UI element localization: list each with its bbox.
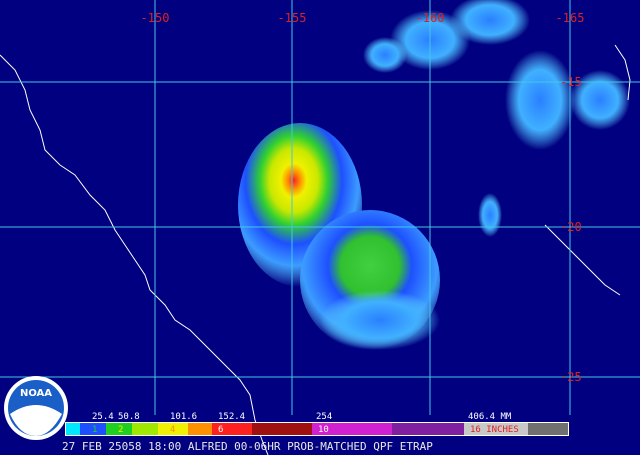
logo-text: NOAA	[20, 388, 52, 399]
inch-label: 1	[92, 425, 97, 435]
coastlines	[0, 44, 631, 455]
color-legend: 25.4 50.8 101.6 152.4 254 406.4 MM 1 2 4…	[65, 412, 569, 436]
lon-label: -165	[556, 11, 585, 25]
mm-label: 50.8	[118, 412, 140, 422]
inch-label: 2	[118, 425, 123, 435]
lat-labels: -15 -20 -25	[560, 75, 582, 384]
mm-label: 101.6	[170, 412, 197, 422]
lat-label: -20	[560, 220, 582, 234]
precipitation	[238, 0, 630, 350]
lat-label: -25	[560, 370, 582, 384]
mm-label: 406.4 MM	[468, 412, 512, 422]
inch-label: 4	[170, 425, 175, 435]
mm-label: 152.4	[218, 412, 245, 422]
mm-label: 254	[316, 412, 332, 422]
graticule	[0, 0, 640, 415]
lon-labels: -150 -155 -160 -165	[141, 11, 585, 25]
noaa-logo: NOAA	[4, 376, 68, 440]
lon-label: -155	[278, 11, 307, 25]
inch-label: 6	[218, 425, 223, 435]
mm-label: 25.4	[92, 412, 114, 422]
lon-label: -160	[416, 11, 445, 25]
inch-label: 10	[318, 425, 329, 435]
lon-label: -150	[141, 11, 170, 25]
caption: 27 FEB 25058 18:00 ALFRED 00-06HR PROB-M…	[62, 440, 433, 453]
inch-label: 16 INCHES	[470, 425, 519, 435]
lat-label: -15	[560, 75, 582, 89]
